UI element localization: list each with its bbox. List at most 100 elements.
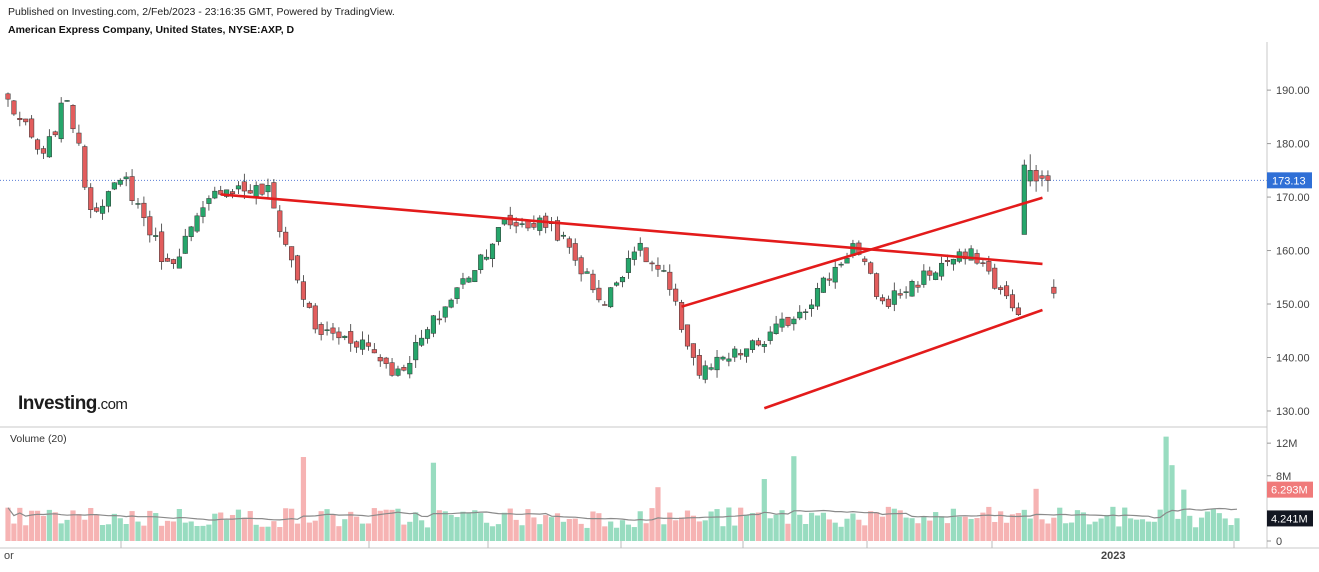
candle-down: [289, 246, 295, 261]
volume-bar-down: [229, 514, 236, 541]
volume-bar-up: [324, 509, 330, 541]
candle-down: [129, 176, 135, 201]
volume-bar-up: [743, 515, 750, 541]
candle-up: [105, 191, 111, 207]
volume-bar-down: [17, 507, 23, 541]
candle-down: [70, 104, 76, 130]
trendlines-layer: [220, 193, 1043, 410]
candle-up: [212, 190, 218, 199]
candle-up: [407, 362, 413, 375]
candle-down: [147, 216, 153, 236]
last-volume-label: 6.293M: [1271, 485, 1308, 497]
candle-down: [578, 257, 584, 275]
volume-bar-down: [318, 511, 324, 541]
candle-down: [259, 183, 265, 195]
candle-down: [696, 355, 702, 376]
volume-bar-up: [265, 526, 271, 541]
volume-bar-up: [501, 512, 507, 541]
candle-down: [141, 202, 147, 219]
volume-bar-up: [442, 511, 448, 541]
candle-down: [34, 139, 41, 150]
volume-bar-up: [395, 508, 401, 541]
volume-bar-up: [1181, 489, 1187, 541]
volume-bar-up: [1063, 523, 1069, 541]
candle-down: [572, 243, 578, 261]
volume-bar-up: [773, 514, 779, 541]
volume-bar-down: [755, 512, 761, 541]
volume-bar-up: [46, 509, 52, 541]
volume-bar-down: [330, 514, 336, 541]
logo-suffix: .com: [96, 396, 128, 413]
candle-down: [927, 270, 933, 276]
volume-bar-up: [1187, 515, 1193, 541]
volume-bar-down: [247, 511, 253, 541]
candle-down: [312, 305, 318, 330]
volume-bar-down: [401, 524, 407, 541]
volume-bar-up: [153, 513, 159, 541]
volume-bar-up: [342, 519, 348, 541]
candle-up: [123, 176, 129, 180]
candle-up: [46, 136, 52, 158]
volume-bar-up: [1122, 507, 1128, 541]
candle-down: [271, 182, 277, 209]
volume-bar-up: [720, 526, 726, 541]
volume-bar-up: [1021, 509, 1027, 541]
volume-bar-down: [354, 516, 360, 541]
candle-up: [809, 304, 815, 309]
volume-bar-down: [82, 519, 88, 541]
volume-bar-down: [667, 512, 673, 541]
volume-bar-up: [1128, 518, 1134, 541]
volume-bar-up: [808, 512, 815, 541]
volume-bar-up: [1057, 507, 1063, 541]
candle-down: [643, 247, 649, 263]
candle-down: [218, 190, 224, 195]
volume-bar-up: [484, 522, 490, 541]
volume-bar-down: [513, 519, 519, 541]
volume-bar-up: [732, 525, 738, 541]
volume-bar-down: [879, 516, 886, 541]
candle-up: [614, 282, 620, 286]
trendline: [763, 308, 1043, 410]
candle-down: [377, 357, 383, 362]
candle-down: [944, 260, 951, 262]
volume-bar-up: [1086, 524, 1092, 541]
volume-bar-down: [88, 507, 94, 541]
volume-bar-down: [29, 510, 35, 541]
volume-bar-down: [678, 517, 685, 541]
volume-bar-up: [111, 513, 117, 541]
candle-up: [235, 185, 241, 190]
candle-down: [525, 220, 531, 229]
volume-bar-down: [962, 516, 968, 541]
candle-down: [306, 302, 312, 308]
candle-up: [844, 257, 850, 264]
candle-down: [389, 362, 395, 376]
candle-down: [826, 278, 832, 281]
volume-bar-down: [525, 509, 531, 541]
volume-bar-up: [64, 519, 70, 541]
volume-bar-up: [1027, 518, 1033, 541]
volume-bar-up: [1110, 506, 1116, 541]
volume-bar-down: [1051, 517, 1057, 541]
candle-down: [88, 187, 94, 210]
volume-bar-down: [974, 518, 980, 541]
candle-down: [590, 273, 596, 291]
volume-bar-down: [596, 513, 602, 541]
volume-bar-down: [365, 523, 372, 541]
volume-bar-down: [873, 512, 880, 541]
volume-bar-down: [94, 514, 100, 541]
volume-bar-up: [419, 520, 425, 541]
candle-down: [1051, 286, 1057, 294]
candle-down: [1045, 175, 1051, 181]
volume-bar-down: [572, 518, 578, 541]
volume-bar-down: [944, 523, 951, 541]
candle-up: [1021, 164, 1027, 235]
volume-bar-down: [1003, 522, 1010, 541]
candle-down: [602, 304, 608, 306]
price-tick-label: 140.00: [1276, 352, 1310, 364]
candle-down: [52, 131, 58, 136]
volume-bar-down: [643, 523, 649, 541]
volume-bar-up: [235, 509, 242, 541]
candle-up: [182, 235, 188, 254]
volume-bar-down: [992, 521, 998, 541]
volume-bar-up: [1234, 518, 1240, 541]
